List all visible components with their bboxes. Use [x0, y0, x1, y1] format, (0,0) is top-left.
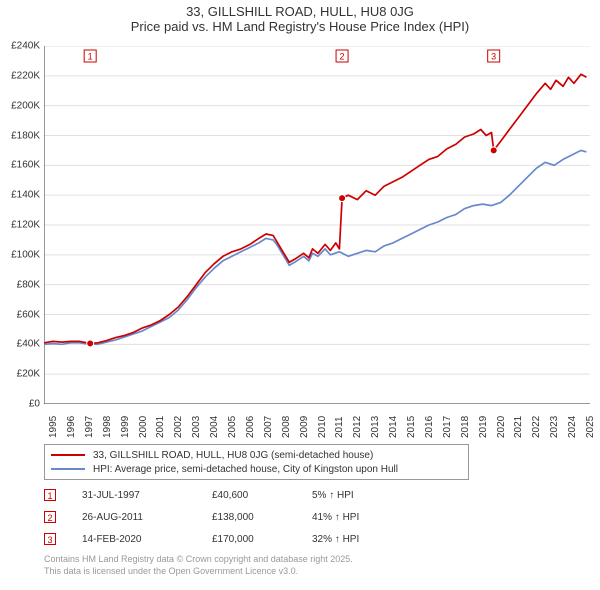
y-tick-label: £200K — [11, 100, 40, 111]
marker-price: £138,000 — [212, 512, 312, 523]
copyright-line1: Contains HM Land Registry data © Crown c… — [44, 553, 353, 565]
marker-id-box: 1 — [44, 489, 56, 501]
x-tick-label: 2011 — [334, 416, 345, 438]
x-tick-label: 2010 — [317, 416, 328, 438]
x-tick-label: 1997 — [84, 416, 95, 438]
marker-pct: 32% ↑ HPI — [312, 534, 359, 545]
legend-row-property: 33, GILLSHILL ROAD, HULL, HU8 0JG (semi-… — [51, 448, 462, 462]
marker-row: 3 14-FEB-2020£170,00032% ↑ HPI — [44, 528, 359, 550]
x-axis-labels: 1995 1996 1997 1998 1999 2000 2001 2002 2003 2004… — [44, 406, 590, 446]
y-tick-label: £220K — [11, 70, 40, 81]
x-tick-label: 2025 — [585, 416, 596, 438]
svg-text:1: 1 — [88, 51, 93, 61]
x-tick-label: 2016 — [424, 416, 435, 438]
svg-text:3: 3 — [491, 51, 496, 61]
svg-text:2: 2 — [340, 51, 345, 61]
legend-swatch-property — [51, 454, 85, 456]
y-tick-label: £0 — [29, 399, 40, 410]
x-tick-label: 2007 — [263, 416, 274, 438]
marker-pct: 41% ↑ HPI — [312, 512, 359, 523]
marker-price: £40,600 — [212, 490, 312, 501]
y-tick-label: £140K — [11, 190, 40, 201]
x-tick-label: 2024 — [567, 416, 578, 438]
x-tick-label: 2006 — [245, 416, 256, 438]
x-tick-label: 2004 — [209, 416, 220, 438]
x-tick-label: 2013 — [370, 416, 381, 438]
copyright-block: Contains HM Land Registry data © Crown c… — [44, 553, 353, 577]
y-tick-label: £80K — [17, 279, 40, 290]
y-axis-labels: £0£20K£40K£60K£80K£100K£120K£140K£160K£1… — [0, 46, 42, 404]
x-tick-label: 2005 — [227, 416, 238, 438]
plot-svg: 1 2 3 — [44, 46, 590, 404]
x-tick-label: 2014 — [388, 416, 399, 438]
x-tick-label: 2008 — [281, 416, 292, 438]
title-block: 33, GILLSHILL ROAD, HULL, HU8 0JG Price … — [0, 0, 600, 34]
marker-price: £170,000 — [212, 534, 312, 545]
marker-row: 1 31-JUL-1997£40,6005% ↑ HPI — [44, 484, 359, 506]
x-tick-label: 1998 — [102, 416, 113, 438]
marker-date: 31-JUL-1997 — [82, 490, 212, 501]
x-tick-label: 2000 — [138, 416, 149, 438]
marker-pct: 5% ↑ HPI — [312, 490, 354, 501]
y-tick-label: £160K — [11, 160, 40, 171]
legend-box: 33, GILLSHILL ROAD, HULL, HU8 0JG (semi-… — [44, 444, 469, 480]
marker-date: 26-AUG-2011 — [82, 512, 212, 523]
legend-row-hpi: HPI: Average price, semi-detached house,… — [51, 462, 462, 476]
x-tick-label: 1995 — [48, 416, 59, 438]
x-tick-label: 2022 — [531, 416, 542, 438]
x-tick-label: 2020 — [496, 416, 507, 438]
x-tick-label: 1996 — [66, 416, 77, 438]
x-tick-label: 2009 — [299, 416, 310, 438]
legend-label-hpi: HPI: Average price, semi-detached house,… — [93, 464, 398, 475]
marker-id-box: 2 — [44, 511, 56, 523]
title-subtitle: Price paid vs. HM Land Registry's House … — [0, 19, 600, 34]
x-tick-label: 2019 — [478, 416, 489, 438]
x-tick-label: 2023 — [549, 416, 560, 438]
x-tick-label: 1999 — [120, 416, 131, 438]
x-tick-label: 2021 — [513, 416, 524, 438]
y-tick-label: £180K — [11, 130, 40, 141]
y-tick-label: £120K — [11, 220, 40, 231]
marker-date: 14-FEB-2020 — [82, 534, 212, 545]
x-tick-label: 2018 — [460, 416, 471, 438]
marker-id-box: 3 — [44, 533, 56, 545]
y-tick-label: £240K — [11, 41, 40, 52]
marker-row: 2 26-AUG-2011£138,00041% ↑ HPI — [44, 506, 359, 528]
y-tick-label: £100K — [11, 249, 40, 260]
y-tick-label: £40K — [17, 339, 40, 350]
y-tick-label: £20K — [17, 369, 40, 380]
x-tick-label: 2002 — [173, 416, 184, 438]
copyright-line2: This data is licensed under the Open Gov… — [44, 565, 353, 577]
plot-area: 1 2 3 — [44, 46, 590, 404]
y-tick-label: £60K — [17, 309, 40, 320]
title-address: 33, GILLSHILL ROAD, HULL, HU8 0JG — [0, 4, 600, 19]
x-tick-label: 2003 — [191, 416, 202, 438]
marker-table: 1 31-JUL-1997£40,6005% ↑ HPI 2 26-AUG-2011£… — [44, 484, 359, 550]
x-tick-label: 2017 — [442, 416, 453, 438]
legend-label-property: 33, GILLSHILL ROAD, HULL, HU8 0JG (semi-… — [93, 450, 373, 461]
x-tick-label: 2012 — [352, 416, 363, 438]
x-tick-label: 2015 — [406, 416, 417, 438]
legend-swatch-hpi — [51, 468, 85, 470]
x-tick-label: 2001 — [155, 416, 166, 438]
chart-container: 33, GILLSHILL ROAD, HULL, HU8 0JG Price … — [0, 0, 600, 590]
